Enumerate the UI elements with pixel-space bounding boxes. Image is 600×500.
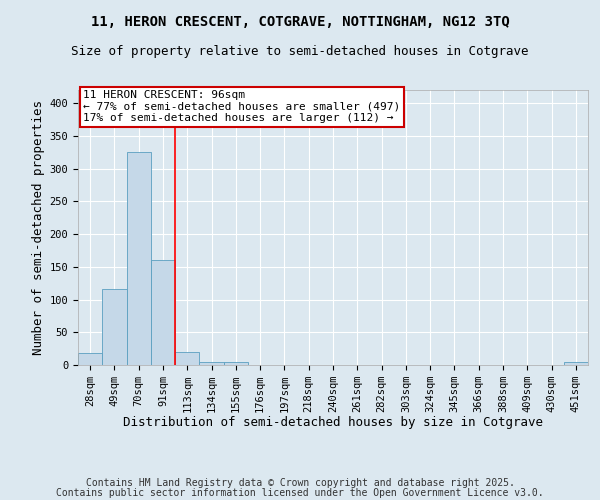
Y-axis label: Number of semi-detached properties: Number of semi-detached properties [32,100,46,355]
Bar [102,289,127,365]
Text: Contains HM Land Registry data © Crown copyright and database right 2025.: Contains HM Land Registry data © Crown c… [86,478,514,488]
Bar [151,260,175,365]
Text: Size of property relative to semi-detached houses in Cotgrave: Size of property relative to semi-detach… [71,45,529,58]
Bar [224,362,248,365]
Text: Contains public sector information licensed under the Open Government Licence v3: Contains public sector information licen… [56,488,544,498]
Bar [564,362,588,365]
Text: 11, HERON CRESCENT, COTGRAVE, NOTTINGHAM, NG12 3TQ: 11, HERON CRESCENT, COTGRAVE, NOTTINGHAM… [91,15,509,29]
X-axis label: Distribution of semi-detached houses by size in Cotgrave: Distribution of semi-detached houses by … [123,416,543,430]
Bar [78,353,102,365]
Bar [199,362,224,365]
Bar [175,352,199,365]
Bar [127,152,151,365]
Text: 11 HERON CRESCENT: 96sqm
← 77% of semi-detached houses are smaller (497)
17% of : 11 HERON CRESCENT: 96sqm ← 77% of semi-d… [83,90,400,123]
